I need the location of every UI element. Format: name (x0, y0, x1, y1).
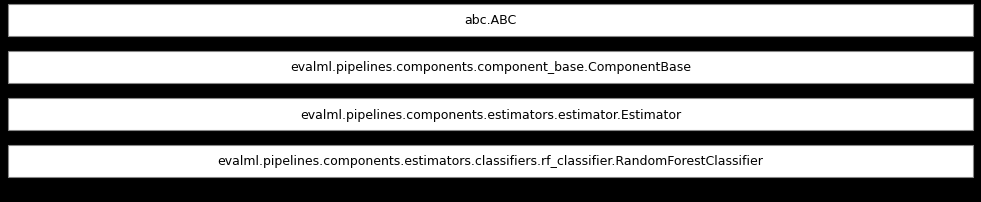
Bar (8, 145, 973, 177)
Text: abc.ABC: abc.ABC (464, 14, 517, 27)
Text: evalml.pipelines.components.estimators.classifiers.rf_classifier.RandomForestCla: evalml.pipelines.components.estimators.c… (218, 155, 763, 168)
Text: evalml.pipelines.components.component_base.ComponentBase: evalml.pipelines.components.component_ba… (290, 61, 691, 74)
Bar (8, 99, 973, 130)
Text: evalml.pipelines.components.estimators.estimator.Estimator: evalml.pipelines.components.estimators.e… (300, 108, 681, 121)
Bar (8, 5, 973, 37)
Bar (8, 52, 973, 84)
